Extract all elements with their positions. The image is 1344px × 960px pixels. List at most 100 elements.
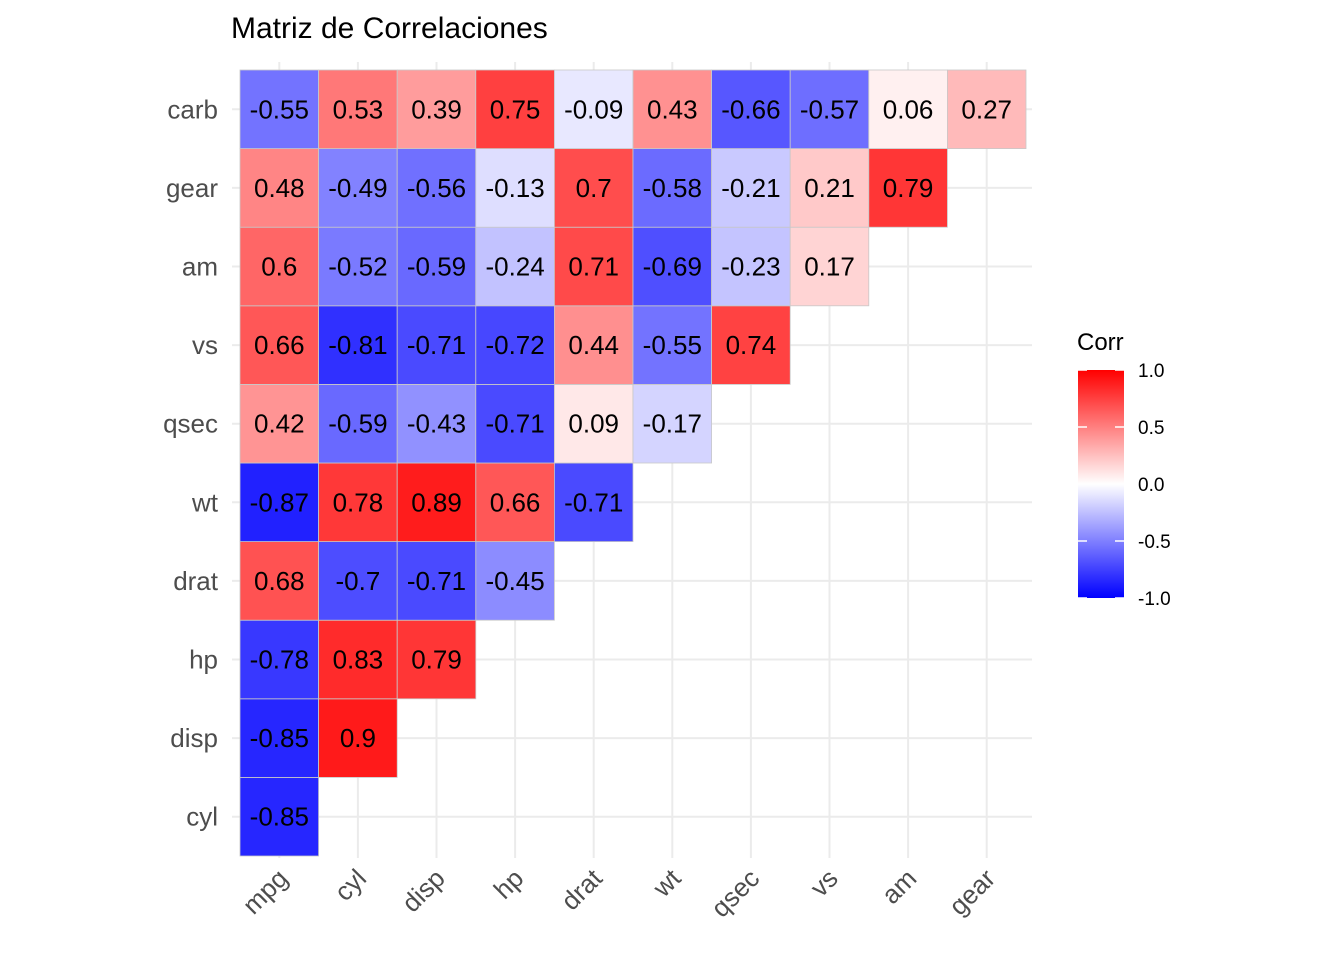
cell-label-mpg-disp: -0.85 [250, 723, 309, 753]
cell-label-disp-qsec: -0.43 [407, 409, 466, 439]
heatmap-cell-mpg-qsec [239, 383, 319, 464]
y-tick-vs: vs [192, 330, 218, 360]
cell-label-cyl-carb: 0.53 [333, 94, 384, 124]
cell-label-disp-gear: -0.56 [407, 173, 466, 203]
cell-label-wt-gear: -0.58 [643, 173, 702, 203]
heatmap-cell-drat-am [554, 226, 634, 307]
heatmap-cell-cyl-drat [318, 541, 398, 621]
heatmap-cell-cyl-wt [318, 462, 398, 542]
cell-label-hp-am: -0.24 [485, 252, 544, 282]
cell-label-mpg-drat: 0.68 [254, 566, 305, 596]
x-tick-drat: drat [555, 862, 608, 915]
cell-label-drat-am: 0.71 [568, 252, 619, 282]
heatmap-cell-hp-gear [475, 148, 555, 228]
heatmap-cell-hp-am [475, 226, 555, 307]
heatmap-cell-mpg-drat [239, 541, 319, 621]
heatmap-cell-cyl-qsec [318, 383, 398, 464]
legend-tick-label--1.0: -1.0 [1138, 589, 1171, 610]
heatmap-cell-mpg-gear [239, 148, 319, 228]
cell-label-gear-carb: 0.27 [961, 94, 1012, 124]
heatmap-cell-gear-carb [947, 69, 1027, 149]
cell-label-drat-vs: 0.44 [568, 330, 619, 360]
heatmap-cell-cyl-carb [318, 69, 398, 149]
heatmap-cell-hp-qsec [475, 383, 555, 464]
y-axis-ticks: cyl disp hp drat wt qsec vs am gear carb [163, 94, 219, 831]
cell-label-hp-carb: 0.75 [490, 94, 541, 124]
heatmap-cell-cyl-am [318, 226, 398, 307]
heatmap-cell-hp-wt [475, 462, 555, 542]
heatmap-cell-cyl-disp [318, 698, 398, 778]
heatmap-cell-am-gear [868, 148, 948, 228]
cell-label-disp-am: -0.59 [407, 252, 466, 282]
y-tick-cyl: cyl [186, 802, 218, 832]
heatmap-cell-drat-gear [554, 148, 634, 228]
heatmap-cell-qsec-carb [711, 69, 791, 149]
cell-label-mpg-cyl: -0.85 [250, 802, 309, 832]
cell-label-mpg-carb: -0.55 [250, 94, 309, 124]
cell-label-wt-am: -0.69 [643, 252, 702, 282]
heatmap-cell-disp-hp [396, 619, 477, 700]
heatmap-cell-disp-gear [396, 148, 477, 228]
cell-label-vs-am: 0.17 [804, 252, 855, 282]
cell-label-hp-wt: 0.66 [490, 487, 541, 517]
cell-label-cyl-drat: -0.7 [335, 566, 380, 596]
cell-label-disp-carb: 0.39 [411, 94, 462, 124]
cell-label-mpg-vs: 0.66 [254, 330, 305, 360]
cell-label-cyl-qsec: -0.59 [328, 409, 387, 439]
cell-label-cyl-am: -0.52 [328, 252, 387, 282]
cell-label-mpg-wt: -0.87 [250, 487, 309, 517]
cell-label-disp-wt: 0.89 [411, 487, 462, 517]
cell-label-wt-qsec: -0.17 [643, 409, 702, 439]
cell-label-mpg-gear: 0.48 [254, 173, 305, 203]
heatmap-cell-hp-drat [475, 541, 555, 621]
legend-ticks: 1.0 0.5 0.0 -0.5 -1.0 [1078, 361, 1171, 610]
cell-label-cyl-disp: 0.9 [340, 723, 376, 753]
y-tick-drat: drat [173, 566, 219, 596]
heatmap-cell-mpg-cyl [239, 777, 319, 857]
y-tick-wt: wt [191, 487, 219, 517]
cell-label-hp-vs: -0.72 [485, 330, 544, 360]
cell-label-wt-vs: -0.55 [643, 330, 702, 360]
heatmap-cell-cyl-gear [318, 148, 398, 228]
y-tick-gear: gear [166, 173, 218, 203]
x-tick-qsec: qsec [705, 863, 765, 923]
x-tick-vs: vs [804, 863, 844, 903]
x-tick-wt: wt [646, 862, 687, 903]
chart-title: Matriz de Correlaciones [231, 12, 548, 45]
y-tick-hp: hp [189, 645, 218, 675]
heatmap-cells [239, 69, 1027, 857]
heatmap-cell-drat-qsec [554, 383, 634, 464]
heatmap-cell-vs-carb [789, 69, 870, 149]
legend-title: Corr [1077, 329, 1124, 356]
x-tick-cyl: cyl [328, 863, 372, 907]
heatmap-cell-qsec-gear [711, 148, 791, 228]
heatmap-cell-wt-gear [632, 148, 712, 228]
heatmap-cell-mpg-am [239, 226, 319, 307]
legend-tick-label--0.5: -0.5 [1138, 532, 1171, 553]
cell-label-drat-qsec: 0.09 [568, 409, 619, 439]
heatmap-cell-disp-qsec [396, 383, 477, 464]
cell-label-disp-vs: -0.71 [407, 330, 466, 360]
heatmap-cell-disp-wt [396, 462, 477, 542]
cell-label-drat-carb: -0.09 [564, 94, 623, 124]
x-axis-ticks: mpg cyl disp hp drat wt qsec vs am gear [237, 862, 1002, 923]
cell-label-hp-gear: -0.13 [485, 173, 544, 203]
heatmap-cell-hp-carb [475, 69, 555, 149]
y-tick-am: am [182, 252, 218, 282]
cell-label-qsec-carb: -0.66 [721, 94, 780, 124]
cell-label-cyl-wt: 0.78 [333, 487, 384, 517]
heatmap-cell-cyl-hp [318, 619, 398, 700]
cell-label-cyl-vs: -0.81 [328, 330, 387, 360]
cell-label-hp-drat: -0.45 [485, 566, 544, 596]
x-tick-am: am [876, 863, 923, 910]
legend-tick-label-0.5: 0.5 [1138, 418, 1164, 439]
heatmap-cell-vs-gear [789, 148, 870, 228]
heatmap-cell-drat-carb [554, 69, 634, 149]
heatmap-cell-disp-drat [396, 541, 477, 621]
heatmap-cell-drat-wt [554, 462, 634, 542]
cell-label-disp-drat: -0.71 [407, 566, 466, 596]
cell-label-wt-carb: 0.43 [647, 94, 698, 124]
y-tick-qsec: qsec [163, 409, 218, 439]
